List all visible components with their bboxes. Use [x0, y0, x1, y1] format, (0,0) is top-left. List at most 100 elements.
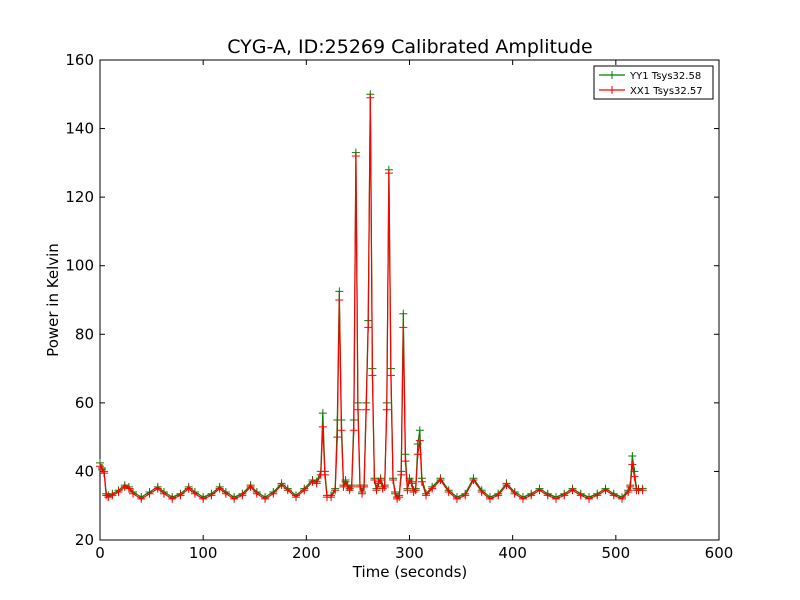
data-point: [331, 486, 340, 495]
data-point: [345, 486, 354, 495]
legend-marker: [608, 71, 616, 79]
legend-box: [593, 65, 714, 100]
x-axis-label: Time (seconds): [352, 563, 468, 581]
data-point: [333, 433, 342, 442]
data-point: [312, 479, 321, 488]
x-tick-label: 0: [95, 544, 105, 562]
data-point: [261, 494, 270, 503]
data-point: [628, 452, 637, 460]
data-point: [376, 476, 385, 484]
data-point: [568, 486, 577, 495]
data-point: [399, 309, 408, 318]
data-point: [485, 494, 494, 503]
data-point: [417, 477, 426, 486]
data-point: [543, 491, 552, 500]
data-point: [518, 494, 527, 503]
data-point: [428, 484, 437, 493]
data-point: [415, 436, 424, 445]
data-point: [399, 323, 408, 332]
data-point: [422, 491, 431, 500]
data-point: [405, 476, 414, 484]
x-tick-label: 500: [602, 544, 631, 562]
data-point: [159, 489, 168, 498]
data-point: [351, 152, 360, 160]
data-point: [401, 457, 410, 466]
y-tick-label: 100: [65, 257, 94, 275]
legend-label: YY1 Tsys32.58: [629, 71, 701, 82]
data-point: [452, 494, 461, 503]
y-axis-label: Power in Kelvin: [44, 243, 62, 357]
data-point: [436, 476, 445, 484]
data-point: [585, 494, 594, 503]
data-point: [124, 484, 133, 493]
data-point: [393, 494, 402, 503]
data-point: [378, 484, 387, 493]
x-tick-label: 100: [189, 544, 218, 562]
data-point: [353, 405, 362, 414]
data-point: [477, 488, 486, 496]
y-tick-label: 20: [75, 531, 94, 549]
data-point: [104, 493, 113, 502]
data-point: [96, 462, 104, 471]
legend: YY1 Tsys32.58 XX1 Tsys32.57: [593, 65, 714, 100]
data-point: [308, 477, 317, 486]
data-point: [199, 494, 208, 503]
data-point: [444, 488, 453, 496]
data-point: [153, 484, 162, 493]
data-point: [366, 93, 375, 102]
data-point: [630, 472, 639, 481]
data-point: [510, 489, 519, 498]
x-tick-label: 300: [395, 544, 424, 562]
data-point: [384, 169, 393, 178]
data-point: [120, 482, 129, 491]
data-point: [98, 465, 107, 474]
series-line: [99, 97, 643, 500]
legend-label: XX1 Tsys32.57: [630, 86, 703, 97]
legend-item: XX1 Tsys32.57: [599, 86, 703, 97]
data-point: [397, 470, 406, 479]
data-point: [292, 493, 301, 502]
data-point: [380, 482, 389, 491]
data-point: [461, 491, 470, 500]
data-point: [168, 494, 177, 503]
data-point: [413, 450, 422, 459]
data-point: [349, 426, 358, 435]
data-point: [190, 489, 199, 498]
data-point: [395, 493, 404, 502]
data-point: [382, 405, 391, 414]
data-point: [593, 491, 602, 500]
data-point: [502, 481, 511, 490]
data-point: [176, 491, 185, 500]
data-point: [409, 488, 418, 496]
data-point: [360, 482, 369, 491]
data-point: [626, 482, 635, 491]
data-point: [628, 460, 637, 469]
legend-item: YY1 Tsys32.58: [599, 71, 701, 82]
data-point: [269, 489, 278, 498]
data-point: [283, 486, 292, 495]
data-point: [372, 486, 381, 495]
data-point: [358, 489, 367, 498]
data-point: [184, 484, 193, 493]
data-point: [108, 491, 117, 500]
data-point: [551, 494, 560, 503]
series-2: [96, 93, 647, 503]
data-point: [403, 486, 412, 495]
data-point: [415, 426, 424, 435]
data-point: [137, 494, 146, 503]
data-point: [327, 493, 336, 502]
y-tick-label: 60: [75, 394, 94, 412]
chart-title: CYG-A, ID:25269 Calibrated Amplitude: [227, 36, 592, 58]
data-point: [368, 371, 377, 380]
data-point: [335, 296, 344, 304]
y-tick-label: 120: [65, 188, 94, 206]
data-point: [207, 491, 216, 500]
series-layer: [96, 90, 647, 503]
y-tick-label: 140: [65, 120, 94, 138]
x-tick-label: 400: [498, 544, 527, 562]
data-point: [221, 489, 230, 498]
data-point: [364, 323, 373, 332]
data-point: [411, 486, 420, 495]
data-point: [230, 494, 239, 503]
